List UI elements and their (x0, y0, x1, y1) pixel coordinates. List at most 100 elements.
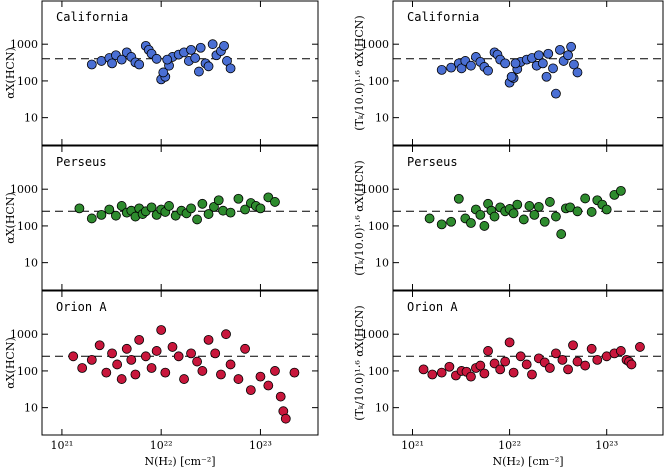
data-point (167, 342, 178, 352)
data-point (194, 66, 204, 77)
x-tick-label: 10²¹ (51, 439, 74, 452)
data-point (140, 351, 151, 362)
data-point (515, 351, 526, 362)
x-axis-label: N(H₂) [cm⁻²] (144, 455, 215, 468)
data-point (270, 366, 280, 376)
data-point (107, 348, 117, 359)
data-point (551, 348, 561, 359)
y-tick-label: 10 (375, 402, 389, 415)
y-tick-label: 100 (17, 365, 38, 378)
data-point (203, 334, 214, 345)
y-tick-label: 10 (375, 257, 389, 270)
x-tick-label: 10²¹ (401, 439, 424, 452)
data-point (134, 334, 145, 345)
data-point (527, 369, 537, 380)
data-point (151, 53, 162, 64)
y-tick-label: 10 (24, 112, 38, 125)
data-point (544, 197, 555, 207)
data-point (572, 206, 583, 217)
data-point (209, 201, 219, 212)
y-tick-label: 10 (24, 257, 38, 270)
data-point (418, 364, 429, 375)
data-point (270, 197, 280, 207)
data-point (173, 351, 184, 362)
y-tick-label: 100 (368, 75, 389, 88)
data-point (179, 374, 189, 384)
data-point (489, 358, 500, 369)
panel-title: Orion A (56, 300, 107, 314)
data-point (94, 340, 105, 351)
data-point (533, 201, 544, 212)
y-tick-label: 100 (368, 365, 389, 378)
data-point (500, 58, 511, 69)
data-point (580, 360, 591, 371)
data-point (225, 63, 236, 74)
data-point (112, 359, 123, 370)
data-point (116, 54, 127, 65)
data-point (164, 201, 174, 211)
panel: 10 100 1000 Perseus (Tₖ/10.0)¹·⁶ αX(HCN) (353, 145, 664, 291)
data-point (601, 204, 612, 215)
data-point (195, 42, 206, 53)
data-point (539, 216, 550, 227)
data-point (192, 356, 202, 367)
data-point (592, 354, 603, 365)
y-axis-label: (Tₖ/10.0)¹·⁶ αX(HCN) (353, 305, 366, 420)
data-point (475, 360, 486, 371)
panel-title: Perseus (407, 155, 458, 169)
data-point (116, 201, 127, 211)
data-point (518, 214, 529, 225)
data-point (146, 202, 157, 213)
data-point (225, 207, 236, 218)
data-point (107, 58, 117, 69)
data-point (245, 385, 256, 396)
data-point (146, 363, 157, 373)
data-point (197, 366, 208, 376)
panel: 10 100 1000 California (Tₖ/10.0)¹·⁶ αX(HCN) (353, 0, 664, 146)
data-point (541, 71, 552, 82)
data-point (566, 41, 577, 52)
data-point (475, 209, 486, 220)
data-point (221, 329, 231, 340)
data-point (158, 67, 169, 78)
data-point (504, 337, 515, 348)
panel: 10 100 1000 10²¹ 10²² 10²³ Orion A αX(HCN) N(H₂)… (4, 290, 319, 468)
data-point (121, 343, 132, 354)
data-point (240, 204, 250, 215)
data-point (151, 346, 162, 356)
data-point (557, 354, 568, 365)
data-point (495, 364, 506, 375)
data-point (555, 44, 565, 55)
data-point (130, 369, 141, 380)
data-point (186, 348, 196, 359)
panel-title: Perseus (56, 155, 107, 169)
plot-frame (41, 145, 319, 291)
data-point (160, 367, 171, 378)
data-point (524, 201, 535, 211)
y-tick-label: 10 (375, 112, 389, 125)
data-point (543, 48, 554, 59)
plot-frame (41, 290, 319, 436)
panel: 10 100 1000 California αX(HCN) (4, 0, 319, 146)
data-point (508, 367, 519, 378)
data-point (186, 44, 196, 55)
y-axis-label: (Tₖ/10.0)¹·⁶ αX(HCN) (353, 160, 366, 275)
data-point (466, 218, 476, 228)
data-point (192, 214, 202, 225)
data-point (436, 64, 447, 75)
data-point (615, 346, 626, 356)
data-point (104, 204, 115, 215)
data-point (563, 50, 573, 61)
data-point (479, 221, 490, 231)
data-point (96, 209, 107, 220)
data-point (533, 50, 544, 61)
y-axis-label: αX(HCN) (4, 47, 17, 98)
data-point (551, 211, 561, 222)
data-point (156, 325, 167, 335)
data-point (510, 58, 521, 69)
data-point (255, 203, 266, 214)
data-point (289, 367, 300, 378)
data-point (512, 199, 523, 210)
data-point (197, 198, 208, 209)
